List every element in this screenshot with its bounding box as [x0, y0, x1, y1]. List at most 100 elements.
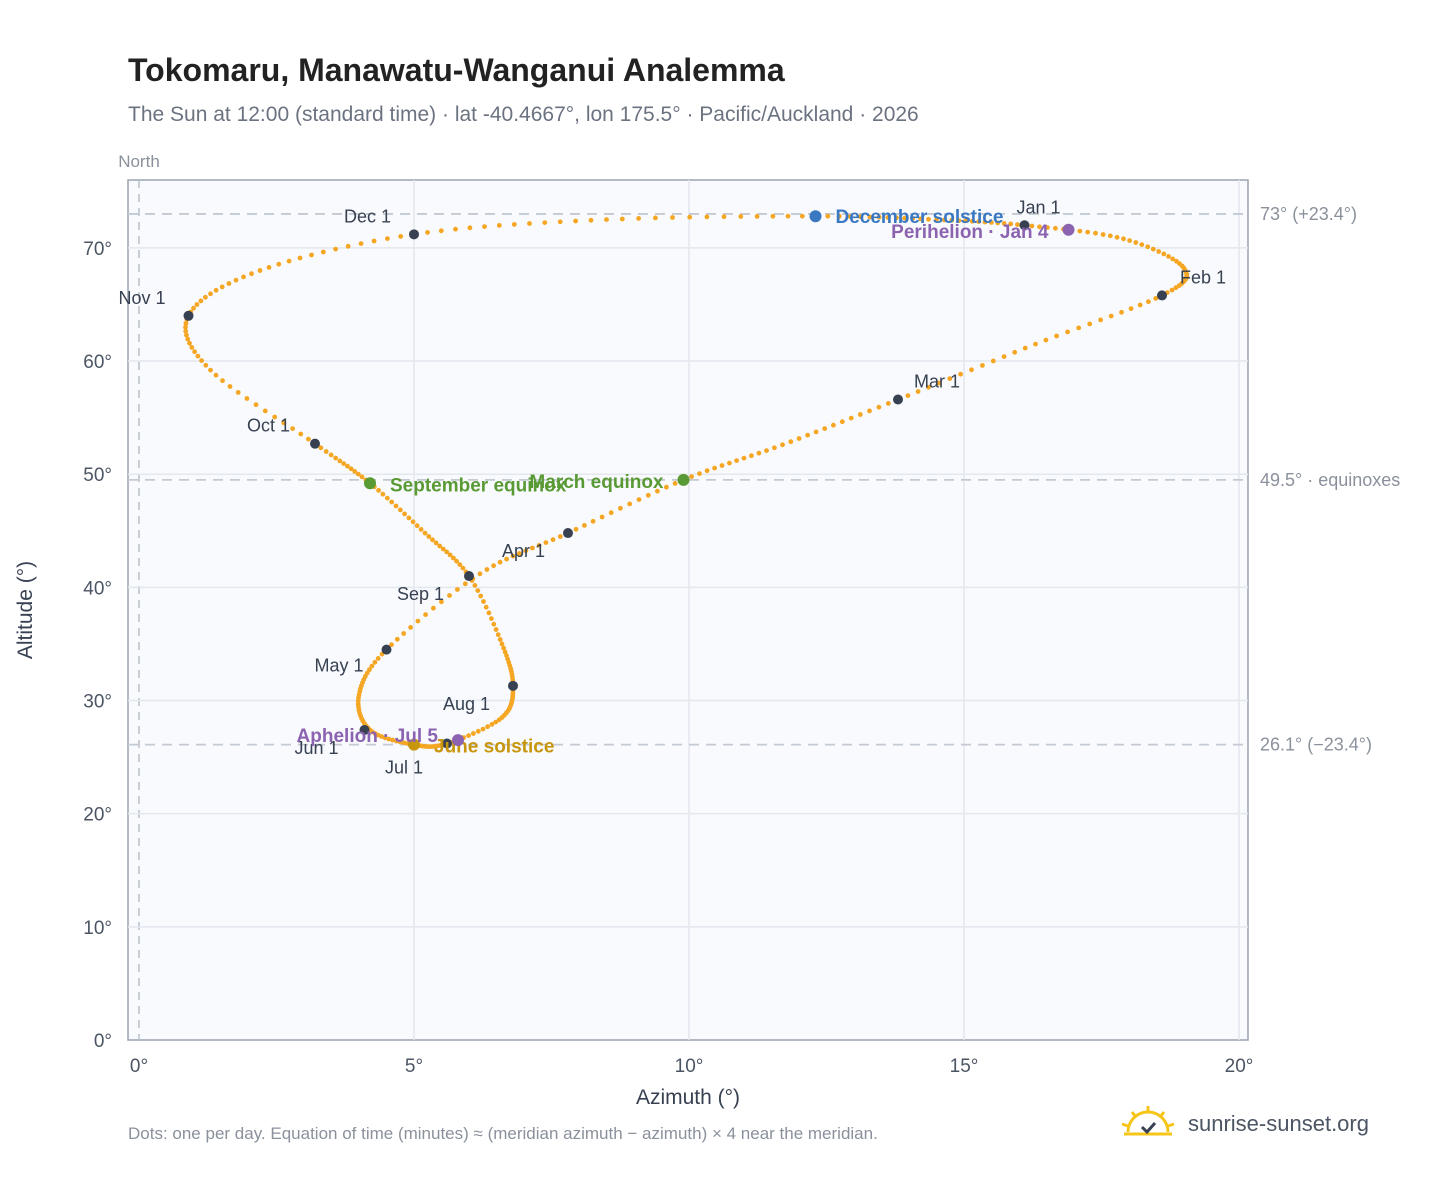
daily-position-dot	[618, 505, 623, 511]
daily-position-dot	[510, 553, 516, 559]
daily-position-dot	[485, 724, 490, 730]
daily-position-dot	[689, 474, 694, 479]
daily-position-dot	[936, 380, 942, 386]
daily-position-dot	[439, 599, 444, 605]
daily-position-dot	[398, 234, 404, 239]
daily-position-dot	[885, 401, 891, 406]
reference-lines: 73° (+23.4°) 49.5° · equinoxes 26.1° (−23.…	[128, 204, 1400, 755]
daily-position-dot	[664, 484, 669, 490]
daily-position-dot	[187, 340, 192, 346]
daily-position-dot	[390, 737, 395, 743]
x-tick-label: 20°	[1225, 1056, 1254, 1077]
daily-position-dot	[910, 216, 915, 221]
brand-link[interactable]: sunrise-sunset.org	[1120, 1100, 1369, 1148]
y-tick-label: 30°	[83, 692, 112, 713]
daily-position-dot	[320, 249, 326, 255]
daily-position-dot	[831, 422, 836, 428]
daily-position-dot	[1114, 234, 1120, 240]
daily-position-dot	[415, 618, 421, 624]
daily-position-dot	[226, 281, 232, 286]
y-tick-label: 70°	[83, 239, 112, 260]
daily-position-dot	[455, 587, 460, 592]
footnote: Dots: one per day. Equation of time (min…	[128, 1124, 878, 1143]
month-label: Aug 1	[443, 694, 490, 714]
month-marker	[359, 724, 370, 735]
daily-position-dot	[1108, 313, 1114, 319]
daily-position-dot	[298, 431, 304, 437]
daily-position-dot	[203, 362, 209, 368]
daily-position-dot	[969, 367, 974, 373]
daily-position-dot	[483, 604, 489, 610]
event-marker	[364, 477, 376, 490]
daily-position-dot	[989, 220, 994, 225]
daily-position-dot	[653, 215, 658, 221]
daily-position-dot	[645, 492, 651, 498]
daily-position-dot	[227, 384, 233, 389]
daily-position-dot	[504, 556, 509, 562]
daily-position-dot	[199, 358, 205, 363]
daily-position-dot	[402, 511, 407, 517]
daily-position-dot	[233, 277, 239, 283]
daily-position-dot	[670, 215, 675, 220]
daily-position-dot	[183, 321, 189, 326]
daily-position-dot	[822, 426, 828, 431]
daily-position-dot	[495, 632, 501, 638]
daily-position-dot	[976, 219, 982, 225]
daily-position-dot	[727, 460, 732, 466]
daily-position-dot	[857, 412, 863, 417]
daily-position-dot	[480, 726, 486, 732]
daily-position-dot	[426, 534, 432, 539]
daily-position-dot	[754, 214, 760, 219]
y-tick-label: 10°	[83, 918, 112, 939]
daily-position-dot	[423, 612, 428, 617]
daily-position-dot	[749, 453, 754, 459]
daily-position-dot	[477, 571, 483, 577]
daily-position-dot	[517, 551, 522, 556]
daily-position-dot	[475, 728, 481, 734]
daily-position-dot	[376, 488, 381, 493]
daily-position-dot	[941, 217, 947, 223]
daily-position-dot	[482, 224, 487, 230]
daily-position-dot	[527, 221, 532, 226]
daily-position-dot	[414, 523, 420, 529]
daily-position-dot	[341, 461, 347, 466]
brand-name: sunrise-sunset.org	[1188, 1111, 1369, 1136]
daily-position-dot	[956, 218, 962, 224]
daily-position-dot	[636, 497, 642, 502]
daily-position-dot	[257, 268, 263, 273]
daily-position-dot	[557, 219, 563, 225]
grid	[128, 180, 1248, 1040]
daily-position-dot	[813, 429, 819, 435]
daily-position-dot	[655, 488, 660, 494]
month-label: Jun 1	[295, 738, 339, 758]
daily-position-dot	[1107, 233, 1113, 239]
daily-position-dot	[397, 739, 403, 745]
daily-position-dot	[496, 223, 502, 228]
daily-position-dot	[1150, 246, 1156, 252]
x-tick-label: 15°	[950, 1056, 979, 1077]
daily-position-dot	[438, 228, 444, 234]
daily-position-dot	[756, 450, 762, 456]
y-axis-label: Altitude (°)	[14, 561, 37, 659]
daily-position-dot	[905, 393, 911, 398]
daily-position-dot	[799, 213, 805, 219]
daily-position-dot	[687, 214, 693, 220]
daily-position-dot	[359, 474, 365, 480]
daily-position-dot	[422, 530, 428, 536]
event-marker	[1062, 223, 1075, 236]
daily-position-dot	[604, 217, 609, 223]
month-label: Oct 1	[247, 416, 290, 436]
daily-position-dot	[220, 378, 225, 384]
daily-position-dot	[191, 305, 196, 311]
daily-position-dot	[876, 214, 882, 220]
daily-position-dot	[1153, 296, 1159, 301]
daily-position-dot	[627, 501, 633, 507]
daily-position-dot	[371, 238, 377, 244]
daily-position-dot	[333, 246, 338, 252]
daily-position-dot	[272, 414, 278, 420]
month-marker	[381, 644, 392, 655]
daily-position-dot	[481, 599, 486, 604]
daily-position-dot	[208, 291, 213, 297]
daily-position-dot	[511, 222, 517, 227]
daily-position-dot	[433, 540, 439, 546]
